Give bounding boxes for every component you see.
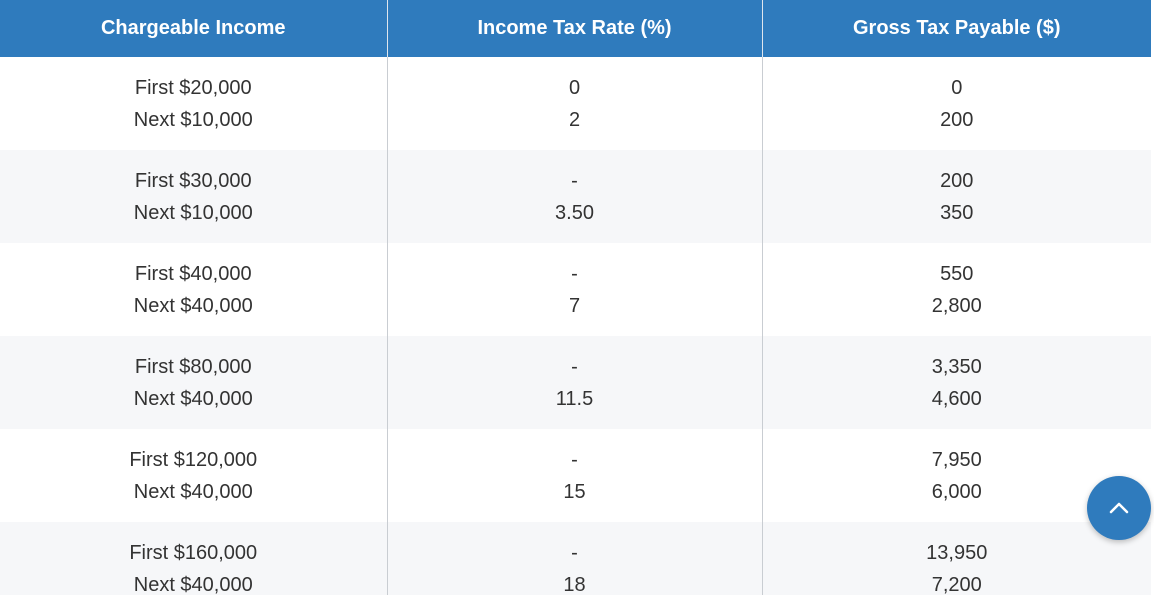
rate-next: 15 (563, 480, 586, 503)
tax-cell: 200 350 (761, 150, 1151, 243)
tax-cell: 13,950 7,200 (761, 522, 1151, 595)
table-body: First $20,000 Next $10,000 0 2 0 200 Fir… (0, 57, 1151, 595)
chevron-up-icon (1109, 502, 1129, 514)
rate-cell: 0 2 (386, 57, 762, 150)
header-chargeable-income: Chargeable Income (0, 0, 387, 57)
tax-first: 13,950 (926, 541, 988, 564)
rate-next: 2 (568, 108, 581, 131)
income-next: Next $40,000 (133, 480, 253, 503)
header-income-tax-rate: Income Tax Rate (%) (386, 0, 762, 57)
tax-first: 3,350 (931, 355, 982, 378)
income-next: Next $40,000 (133, 573, 253, 595)
tax-next: 7,200 (931, 573, 982, 595)
rate-first: - (571, 355, 578, 378)
income-next: Next $40,000 (133, 294, 253, 317)
header-row: Chargeable Income Income Tax Rate (%) Gr… (0, 0, 1151, 57)
tax-next: 2,800 (931, 294, 982, 317)
income-next: Next $10,000 (133, 201, 253, 224)
tax-first: 0 (951, 76, 963, 99)
rate-first: 0 (568, 76, 581, 99)
tax-first: 200 (940, 169, 974, 192)
table-row: First $80,000 Next $40,000 - 11.5 3,350 … (0, 336, 1151, 429)
tax-next: 4,600 (931, 387, 982, 410)
tax-first: 550 (940, 262, 974, 285)
rate-first: - (571, 541, 578, 564)
rate-first: - (571, 169, 578, 192)
income-first: First $80,000 (134, 355, 252, 378)
tax-cell: 550 2,800 (761, 243, 1151, 336)
income-first: First $40,000 (134, 262, 252, 285)
income-first: First $160,000 (129, 541, 258, 564)
tax-cell: 0 200 (761, 57, 1151, 150)
table-row: First $40,000 Next $40,000 - 7 550 2,800 (0, 243, 1151, 336)
rate-cell: - 15 (386, 429, 762, 522)
rate-next: 3.50 (555, 201, 594, 224)
table-header: Chargeable Income Income Tax Rate (%) Gr… (0, 0, 1151, 57)
tax-next: 6,000 (931, 480, 982, 503)
tax-next: 200 (940, 108, 974, 131)
income-first: First $30,000 (134, 169, 252, 192)
income-first: First $20,000 (134, 76, 252, 99)
rate-next: 7 (568, 294, 581, 317)
rate-next: 11.5 (555, 387, 594, 410)
tax-cell: 3,350 4,600 (761, 336, 1151, 429)
income-cell: First $30,000 Next $10,000 (0, 150, 387, 243)
income-first: First $120,000 (129, 448, 258, 471)
rate-cell: - 11.5 (386, 336, 762, 429)
rate-first: - (571, 448, 578, 471)
income-cell: First $40,000 Next $40,000 (0, 243, 387, 336)
scroll-to-top-button[interactable] (1087, 476, 1151, 540)
income-next: Next $10,000 (133, 108, 253, 131)
income-next: Next $40,000 (133, 387, 253, 410)
tax-first: 7,950 (931, 448, 982, 471)
header-gross-tax-payable: Gross Tax Payable ($) (761, 0, 1151, 57)
rate-first: - (571, 262, 578, 285)
income-cell: First $160,000 Next $40,000 (0, 522, 387, 595)
income-cell: First $80,000 Next $40,000 (0, 336, 387, 429)
rate-next: 18 (563, 573, 586, 595)
income-cell: First $120,000 Next $40,000 (0, 429, 387, 522)
table-row: First $160,000 Next $40,000 - 18 13,950 … (0, 522, 1151, 595)
rate-cell: - 3.50 (386, 150, 762, 243)
rate-cell: - 18 (386, 522, 762, 595)
income-cell: First $20,000 Next $10,000 (0, 57, 387, 150)
tax-next: 350 (940, 201, 974, 224)
table-row: First $120,000 Next $40,000 - 15 7,950 6… (0, 429, 1151, 522)
tax-cell: 7,950 6,000 (761, 429, 1151, 522)
table-row: First $20,000 Next $10,000 0 2 0 200 (0, 57, 1151, 150)
table-row: First $30,000 Next $10,000 - 3.50 200 35… (0, 150, 1151, 243)
rate-cell: - 7 (386, 243, 762, 336)
